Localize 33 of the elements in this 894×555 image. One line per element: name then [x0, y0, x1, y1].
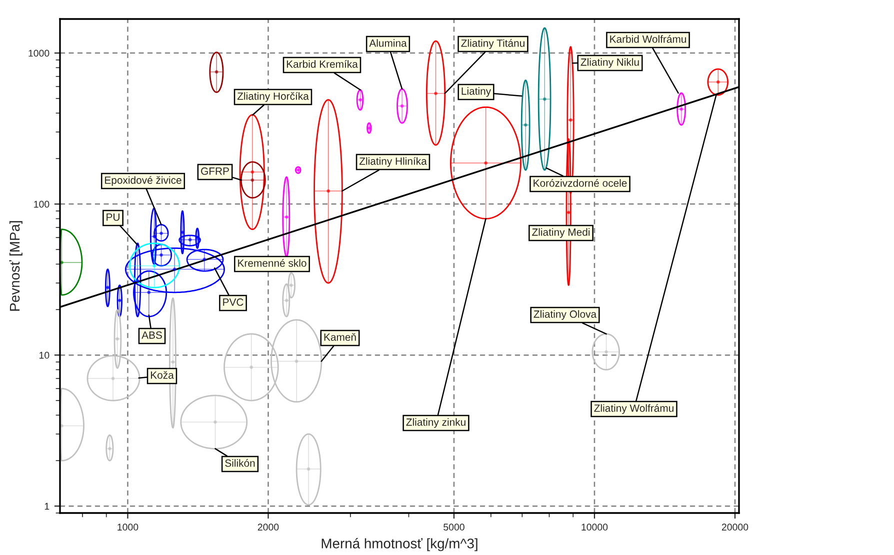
annotation: Zliatiny Medi: [532, 228, 590, 238]
annotation: PVC: [223, 298, 244, 306]
annotation: ABS: [142, 331, 162, 339]
annotation: Zliatiny Hliníka: [359, 157, 427, 167]
annotation: Kameň: [324, 333, 356, 341]
annotation: Zliatiny Niklu: [580, 58, 639, 68]
annotation: Zliatiny Olova: [534, 310, 597, 320]
y-tick-label: 1: [44, 502, 50, 510]
x-tick-label: 10000: [582, 524, 608, 531]
annotation: PU: [106, 214, 120, 221]
annotation: Kremenné sklo: [238, 259, 306, 267]
y-axis-title: Pevnosť [MPa]: [9, 221, 22, 311]
annotation: Zliatiny Titánu: [461, 39, 524, 49]
annotation: Zliatiny Wolfrámu: [594, 404, 674, 414]
x-tick-label: 2000: [258, 524, 279, 531]
annotation: Karbid Wolfrámu: [610, 35, 686, 43]
annotation: Karbid Kremíka: [286, 60, 358, 68]
x-tick-label: 5000: [444, 524, 464, 531]
x-axis-title: Merná hmotnosť [kg/m^3]: [322, 538, 478, 552]
x-tick-label: 20000: [722, 524, 748, 531]
annotation: Zliatiny Horčíka: [237, 92, 309, 102]
annotation: Epoxidové živice: [105, 176, 182, 186]
y-tick-label: 1000: [28, 50, 50, 57]
x-tick-label: 1000: [118, 524, 138, 531]
y-tick-label: 100: [34, 200, 50, 208]
annotation: Korózivzdorné ocele: [534, 179, 627, 187]
annotation: Alumina: [369, 39, 407, 47]
annotation: GFRP: [201, 167, 229, 175]
annotation: Zliatiny zinku: [406, 418, 466, 428]
annotation: Koža: [150, 371, 174, 379]
annotation: Silikón: [225, 459, 255, 467]
annotation: Liatiny: [462, 87, 492, 97]
y-tick-label: 10: [40, 352, 50, 359]
